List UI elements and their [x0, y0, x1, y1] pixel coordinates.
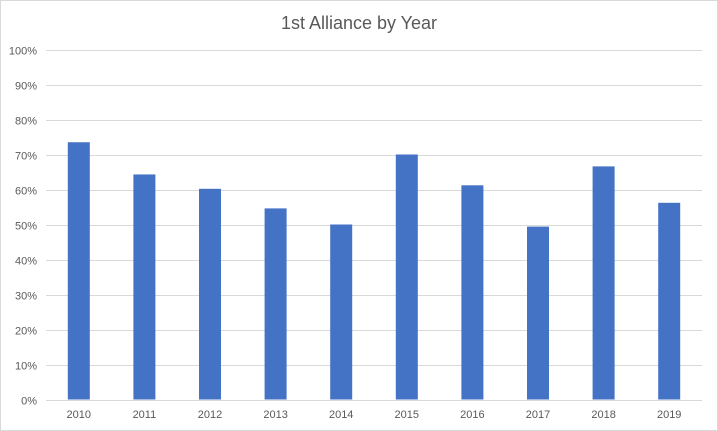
y-tick-label: 0% — [21, 396, 37, 408]
bar-2011 — [133, 174, 156, 400]
bar-2013 — [264, 208, 287, 400]
x-tick-label: 2014 — [329, 409, 353, 421]
x-tick-label: 2013 — [263, 409, 287, 421]
y-tick-label: 90% — [15, 81, 37, 93]
bar-2010 — [67, 142, 90, 400]
y-tick-label: 10% — [15, 361, 37, 373]
x-tick-label: 2011 — [133, 409, 157, 421]
x-tick-label: 2019 — [657, 409, 681, 421]
bar-2019 — [658, 202, 681, 400]
y-tick-label: 70% — [15, 151, 37, 163]
x-axis-ticks: 2010 2011 2012 2013 2014 2015 2016 2017 2018 2019 — [67, 409, 682, 421]
y-tick-label: 60% — [15, 186, 37, 198]
y-tick-label: 100% — [9, 46, 37, 58]
bar-2014 — [330, 224, 353, 400]
bars — [67, 142, 681, 400]
y-tick-label: 40% — [15, 256, 37, 268]
x-tick-label: 2015 — [395, 409, 419, 421]
chart-title: 1st Alliance by Year — [281, 13, 437, 33]
x-tick-label: 2012 — [198, 409, 222, 421]
x-tick-label: 2017 — [526, 409, 550, 421]
bar-2016 — [461, 185, 484, 400]
bar-2018 — [592, 166, 615, 400]
x-tick-label: 2016 — [460, 409, 484, 421]
bar-2012 — [199, 188, 221, 400]
y-tick-label: 80% — [15, 116, 37, 128]
x-tick-label: 2018 — [591, 409, 615, 421]
x-tick-label: 2010 — [67, 409, 91, 421]
y-tick-label: 30% — [15, 291, 37, 303]
y-tick-label: 50% — [15, 221, 37, 233]
y-tick-label: 20% — [15, 326, 37, 338]
bar-2017 — [527, 226, 549, 400]
y-axis-ticks: 0% 10% 20% 30% 40% 50% 60% 70% 80% 90% 100% — [9, 46, 37, 408]
bar-2015 — [395, 154, 418, 400]
